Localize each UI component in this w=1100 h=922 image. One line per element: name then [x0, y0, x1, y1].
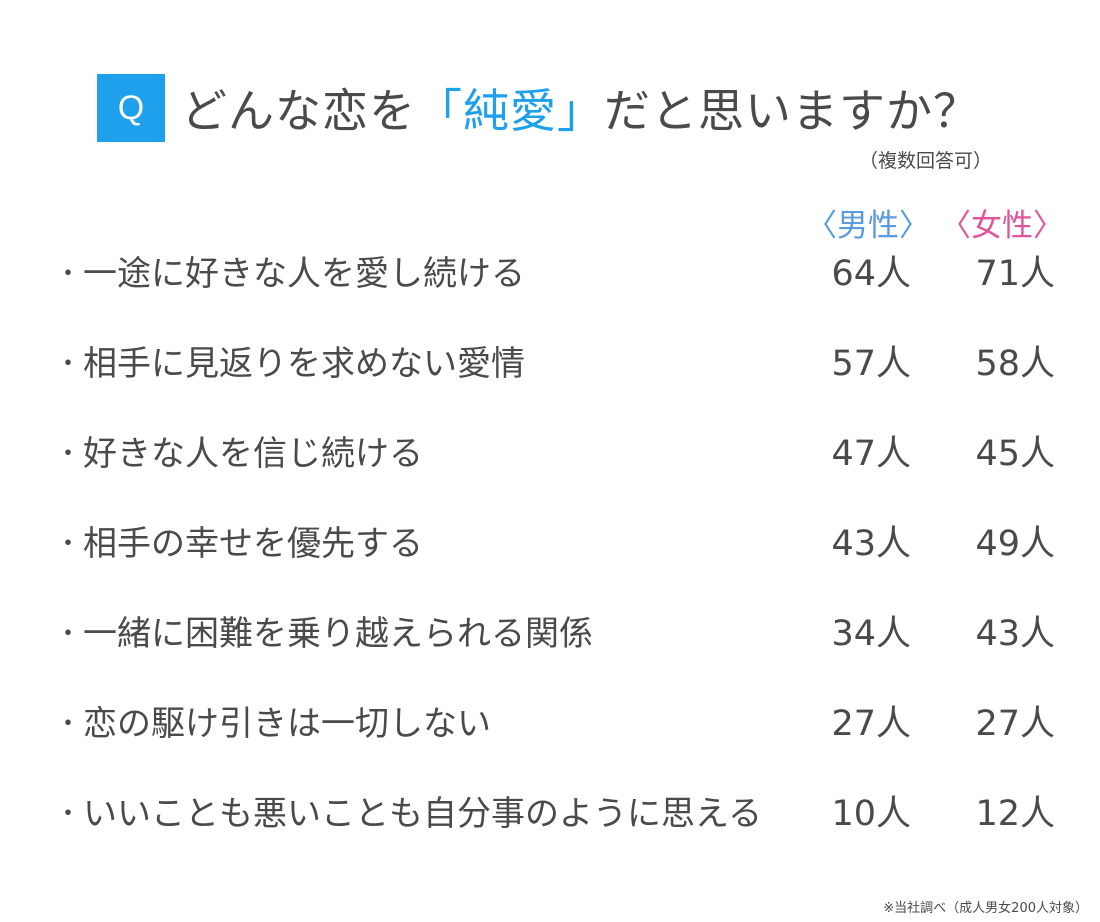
female-count: 12人 — [975, 794, 1055, 834]
bullet-icon: ・ — [55, 439, 82, 469]
answer-label: いいことも悪いことも自分事のように思える — [83, 794, 762, 834]
answer-label: 相手の幸せを優先する — [83, 524, 423, 564]
bullet-icon: ・ — [55, 529, 82, 559]
title-part-2: だと思いますか？ — [604, 84, 980, 138]
dot-leader — [537, 340, 813, 388]
answer-row: ・好きな人を信じ続ける 47人 45人 — [55, 430, 1055, 520]
dot-leader — [921, 610, 959, 658]
male-count: 43人 — [831, 524, 911, 564]
answer-row: ・恋の駆け引きは一切しない 27人 27人 — [55, 700, 1055, 790]
dot-leader — [921, 790, 959, 838]
dot-leader — [605, 610, 813, 658]
title-highlight: 「純愛」 — [416, 84, 604, 138]
q-badge: Q — [97, 74, 165, 142]
bullet-icon: ・ — [55, 619, 82, 649]
answer-row: ・相手の幸せを優先する 43人 49人 — [55, 520, 1055, 610]
answer-list: ・一途に好きな人を愛し続ける 64人 71人 ・相手に見返りを求めない愛情 57… — [55, 250, 1055, 880]
answer-label: 一途に好きな人を愛し続ける — [83, 254, 525, 294]
bullet-icon: ・ — [55, 349, 82, 379]
female-count: 49人 — [975, 524, 1055, 564]
question-title: どんな恋を「純愛」だと思いますか？ — [181, 75, 980, 141]
answer-label: 好きな人を信じ続ける — [83, 434, 423, 474]
bullet-icon: ・ — [55, 799, 82, 829]
answer-label: 一緒に困難を乗り越えられる関係 — [83, 614, 593, 654]
female-count: 71人 — [975, 254, 1055, 294]
bullet-icon: ・ — [55, 709, 82, 739]
answer-row: ・相手に見返りを求めない愛情 57人 58人 — [55, 340, 1055, 430]
legend-male: 〈男性〉 — [806, 208, 930, 244]
male-count: 27人 — [831, 704, 911, 744]
title-part-1: どんな恋を — [181, 84, 416, 138]
male-count: 64人 — [831, 254, 911, 294]
male-count: 10人 — [831, 794, 911, 834]
answer-label: 相手に見返りを求めない愛情 — [83, 344, 525, 384]
dot-leader — [921, 340, 959, 388]
female-count: 45人 — [975, 434, 1055, 474]
answer-row: ・一途に好きな人を愛し続ける 64人 71人 — [55, 250, 1055, 340]
dot-leader — [435, 430, 813, 478]
question-header: Q どんな恋を「純愛」だと思いますか？ — [97, 74, 980, 142]
male-count: 34人 — [831, 614, 911, 654]
dot-leader — [921, 430, 959, 478]
dot-leader — [537, 250, 813, 298]
legend-female: 〈女性〉 — [940, 208, 1064, 244]
dot-leader — [773, 790, 813, 838]
dot-leader — [435, 520, 813, 568]
female-count: 43人 — [975, 614, 1055, 654]
female-count: 27人 — [975, 704, 1055, 744]
bullet-icon: ・ — [55, 259, 82, 289]
male-count: 47人 — [831, 434, 911, 474]
female-count: 58人 — [975, 344, 1055, 384]
dot-leader — [503, 700, 813, 748]
dot-leader — [921, 250, 959, 298]
dot-leader — [921, 700, 959, 748]
answer-row: ・一緒に困難を乗り越えられる関係 34人 43人 — [55, 610, 1055, 700]
male-count: 57人 — [831, 344, 911, 384]
dot-leader — [921, 520, 959, 568]
multiple-answer-note: （複数回答可） — [858, 150, 992, 172]
answer-label: 恋の駆け引きは一切しない — [83, 704, 491, 744]
source-note: ※当社調べ（成人男女200人対象） — [883, 901, 1088, 916]
answer-row: ・いいことも悪いことも自分事のように思える 10人 12人 — [55, 790, 1055, 880]
